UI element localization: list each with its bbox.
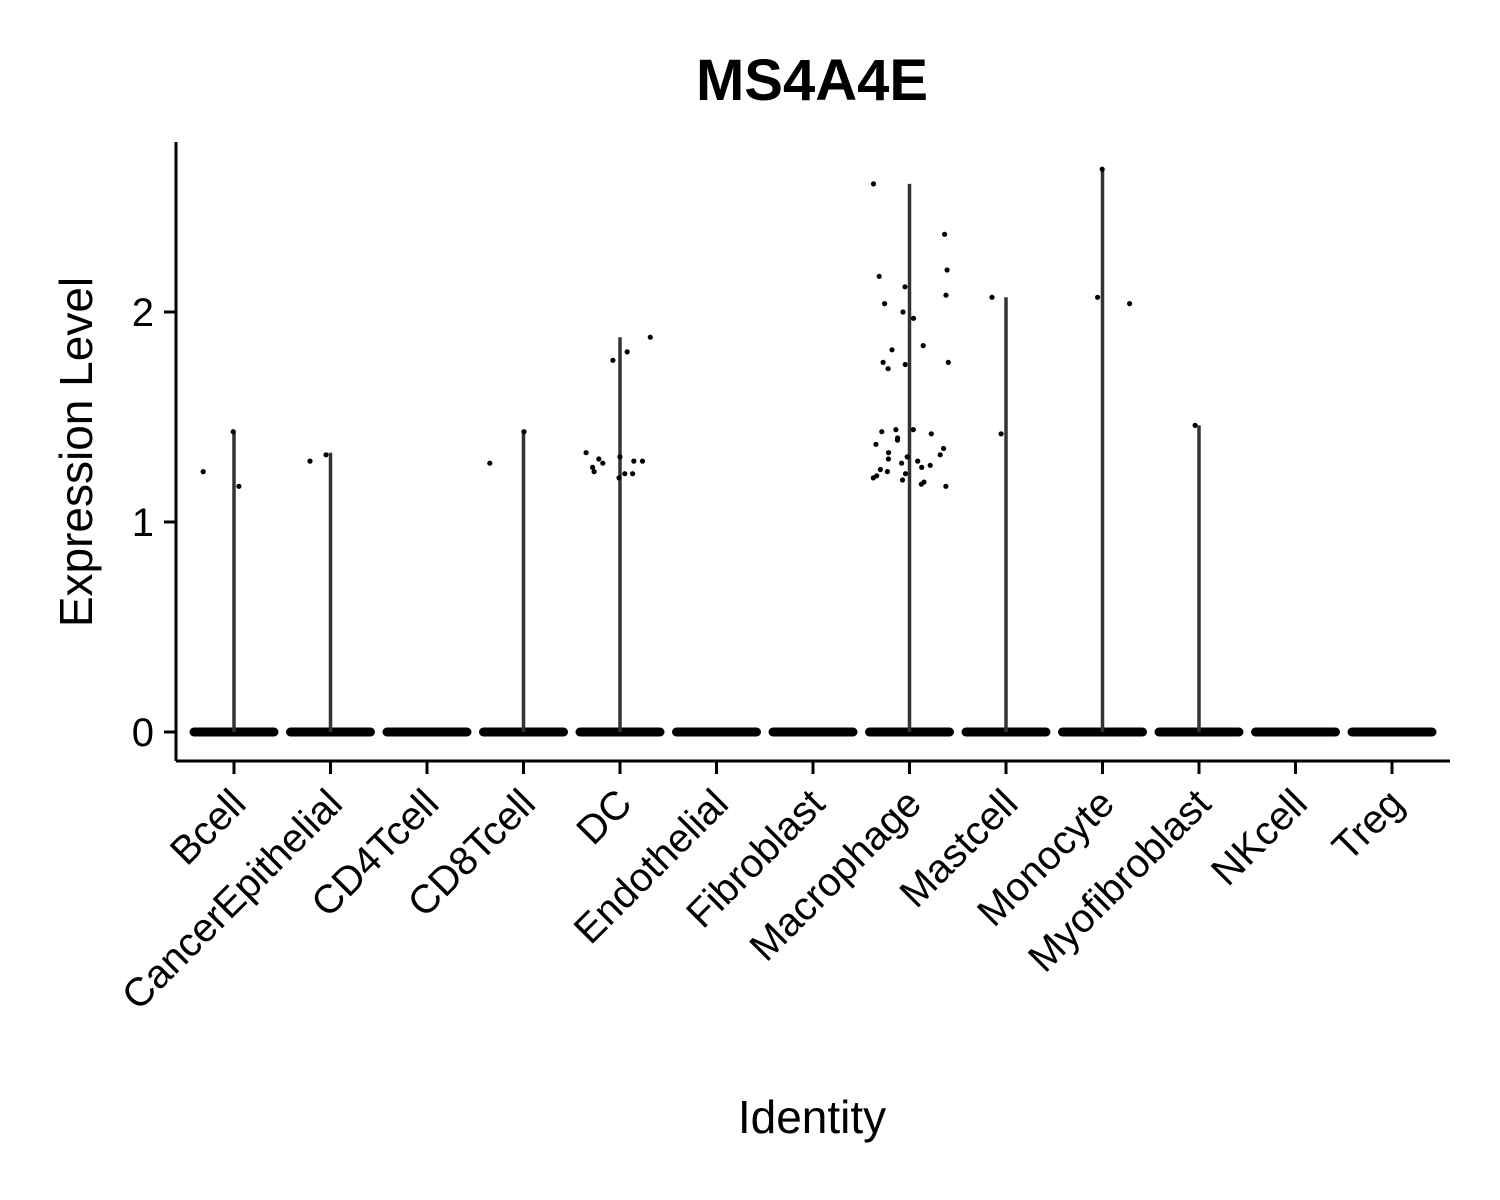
- data-point: [918, 481, 924, 487]
- y-tick-label: 1: [132, 501, 154, 545]
- data-point: [876, 273, 882, 279]
- data-point: [928, 431, 934, 437]
- data-point: [945, 359, 951, 365]
- data-point: [1095, 294, 1101, 300]
- x-tick-label: NKcell: [1203, 781, 1316, 894]
- data-point: [1127, 301, 1133, 307]
- data-point: [902, 284, 908, 290]
- y-axis-ticks: 0 1 2: [132, 291, 176, 755]
- data-point: [236, 483, 242, 489]
- data-point: [910, 315, 917, 321]
- data-point: [639, 458, 646, 464]
- data-point: [919, 464, 925, 470]
- data-point: [942, 231, 948, 237]
- data-point: [873, 441, 879, 447]
- data-point: [591, 469, 597, 475]
- chart-title: MS4A4E: [696, 48, 928, 113]
- data-point: [927, 462, 933, 468]
- y-axis-label: Expression Level: [50, 277, 102, 627]
- data-point: [998, 431, 1004, 437]
- data-point: [894, 437, 901, 443]
- data-point: [989, 294, 995, 300]
- x-tick-label: Treg: [1324, 781, 1412, 869]
- data-point: [893, 427, 899, 433]
- data-point: [885, 366, 891, 372]
- data-point: [307, 458, 313, 464]
- data-point: [882, 301, 888, 307]
- data-point: [884, 469, 891, 475]
- y-tick-label: 0: [132, 711, 154, 755]
- data-point: [920, 343, 926, 349]
- data-point: [904, 454, 910, 460]
- data-point: [323, 452, 329, 458]
- data-point: [631, 458, 637, 464]
- data-point: [521, 429, 527, 435]
- data-point: [870, 181, 877, 187]
- data-point: [879, 429, 885, 435]
- data-point: [899, 477, 906, 483]
- data-point: [647, 334, 653, 340]
- data-point: [889, 347, 895, 353]
- plot-marks: [189, 166, 1437, 737]
- data-point: [902, 471, 909, 477]
- data-point: [915, 458, 921, 464]
- data-point: [622, 471, 628, 477]
- data-point: [941, 445, 947, 452]
- data-point: [1099, 166, 1105, 172]
- data-point: [200, 469, 206, 475]
- data-point: [877, 466, 884, 473]
- data-point: [600, 460, 606, 466]
- data-point: [624, 349, 630, 355]
- data-point: [610, 357, 616, 363]
- data-point: [870, 475, 876, 481]
- data-point: [590, 464, 596, 470]
- y-tick-label: 2: [132, 291, 154, 335]
- data-point: [630, 471, 636, 477]
- data-point: [910, 427, 916, 433]
- data-point: [899, 460, 905, 466]
- data-point: [944, 267, 950, 273]
- data-point: [230, 429, 236, 435]
- data-point: [943, 292, 949, 298]
- data-point: [943, 483, 949, 489]
- data-point: [617, 454, 623, 460]
- data-point: [880, 359, 886, 365]
- data-point: [900, 309, 906, 315]
- data-point: [886, 450, 892, 456]
- data-point: [885, 456, 892, 462]
- data-point: [937, 452, 943, 458]
- x-axis-label: Identity: [738, 1091, 886, 1143]
- x-tick-label: DC: [568, 781, 640, 853]
- data-point: [902, 361, 908, 368]
- data-point: [1192, 422, 1198, 428]
- data-point: [596, 456, 602, 462]
- data-point: [583, 450, 589, 456]
- data-point: [616, 475, 622, 481]
- data-point: [487, 460, 493, 466]
